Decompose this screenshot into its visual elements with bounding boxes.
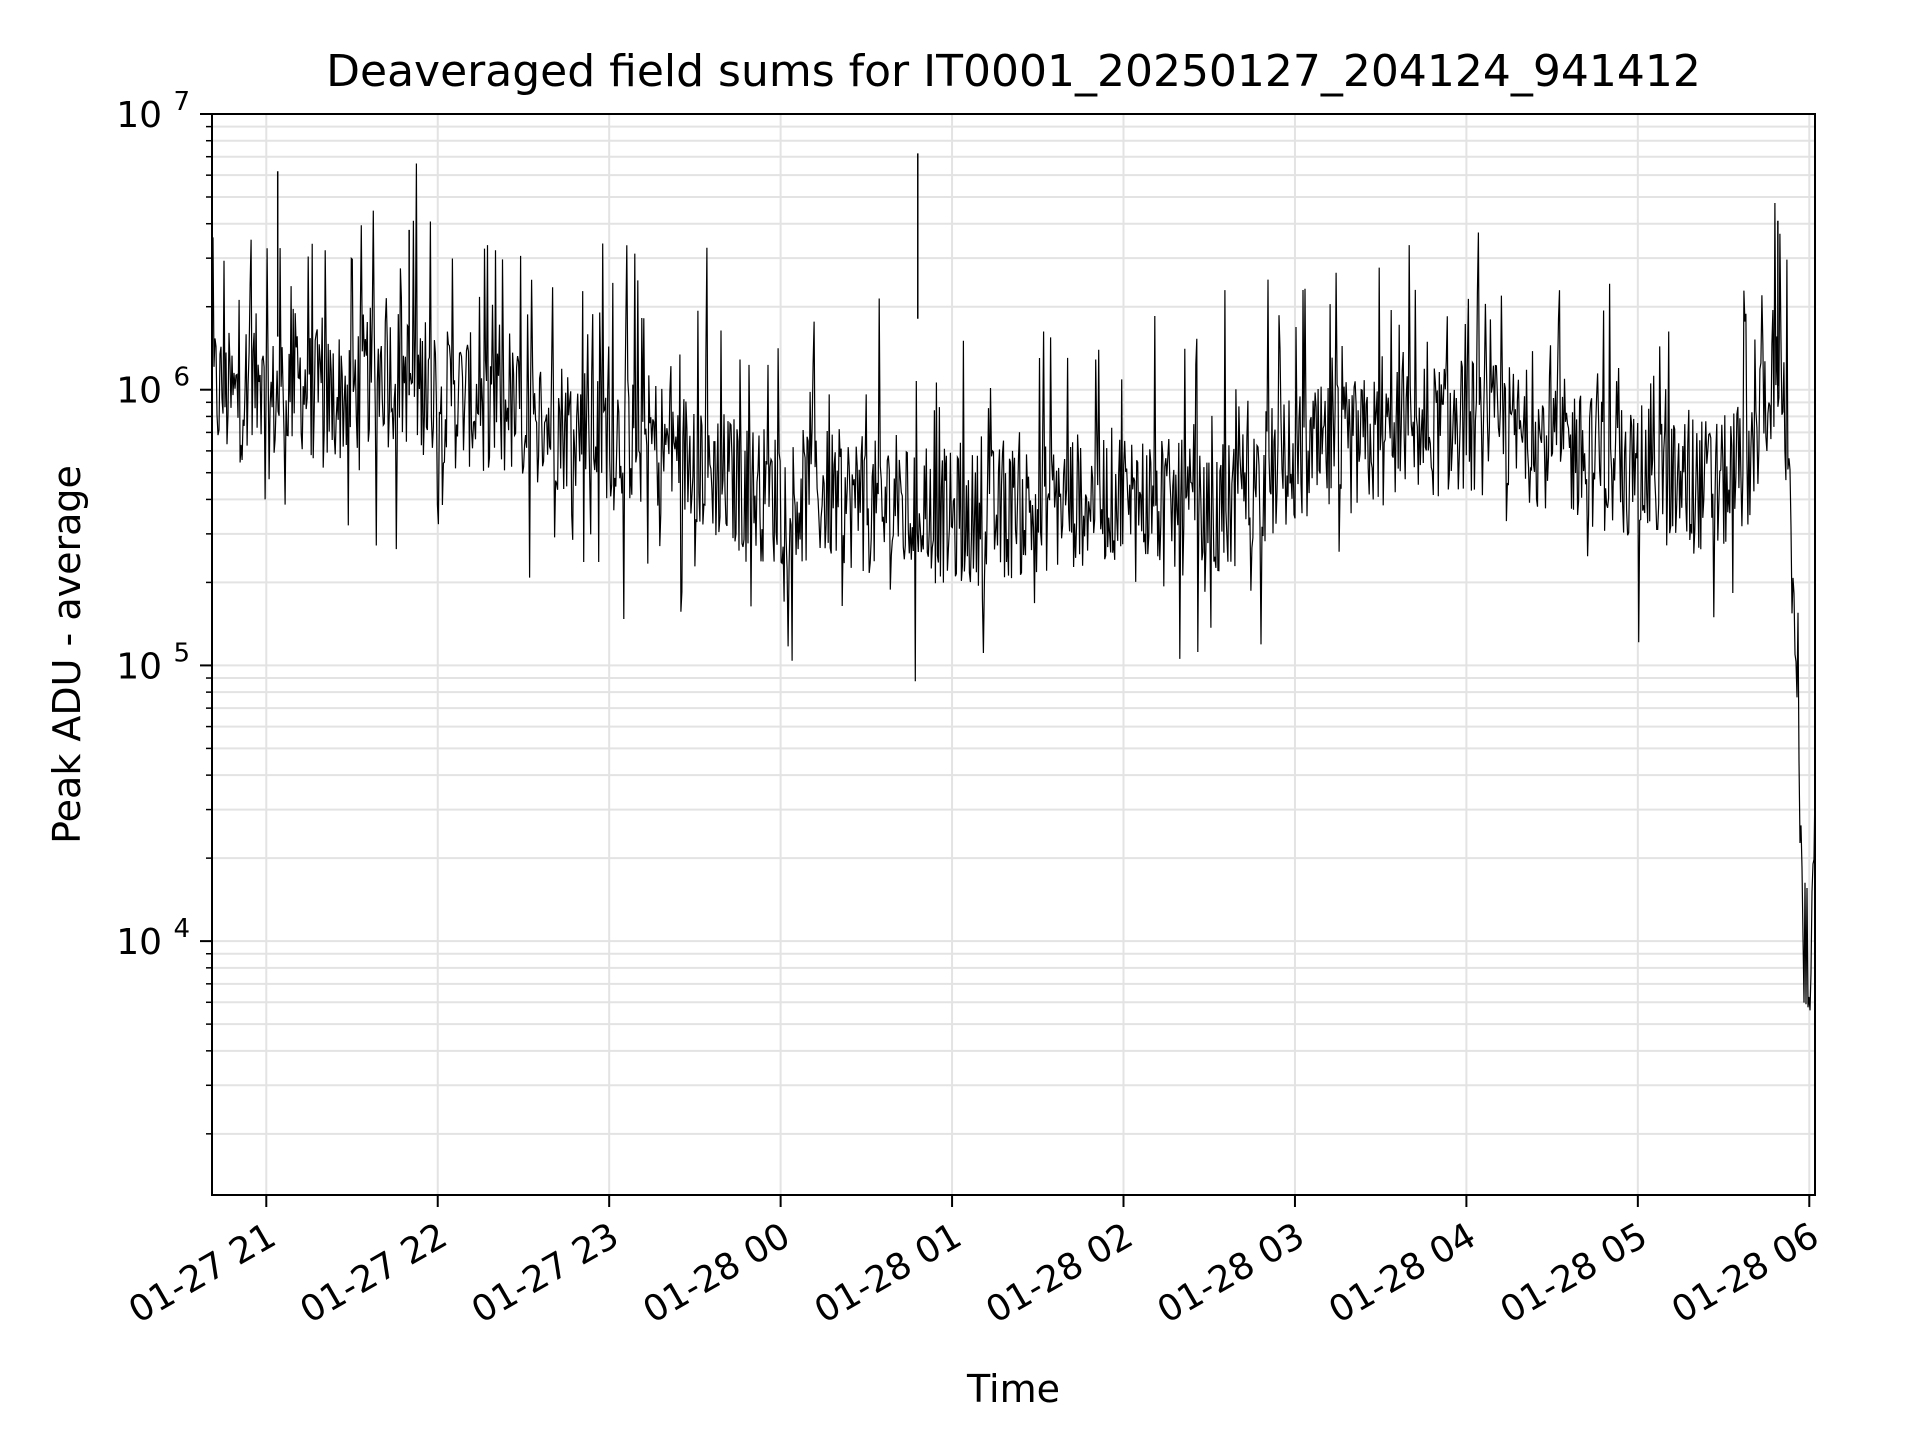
- x-tick-label: 01-27 22: [294, 1215, 455, 1331]
- chart-title: Deaveraged field sums for IT0001_2025012…: [326, 46, 1701, 97]
- y-tick-label: 10: [116, 95, 162, 136]
- y-tick-exponent: 4: [173, 914, 190, 944]
- y-tick-exponent: 7: [173, 87, 190, 117]
- x-tick-label: 01-27 21: [122, 1215, 283, 1331]
- x-tick-label: 01-28 01: [808, 1215, 969, 1331]
- x-axis-label: Time: [966, 1367, 1060, 1411]
- y-tick-exponent: 5: [173, 638, 190, 668]
- x-tick-label: 01-28 05: [1494, 1215, 1655, 1331]
- plot-frame: [211, 113, 1816, 1196]
- x-axis: 01-27 21 01-27 22 01-27 23 01-28 00 01-28 01…: [122, 1195, 1826, 1332]
- y-tick-label: 10: [116, 922, 162, 963]
- x-tick-label: 01-28 04: [1322, 1215, 1483, 1331]
- series-line: [211, 163, 1816, 1011]
- y-axis-label: Peak ADU - average: [45, 465, 89, 844]
- x-tick-label: 01-27 23: [465, 1215, 626, 1331]
- y-axis: 10 4 10 5 10 6 10 7: [116, 87, 212, 1135]
- y-tick-label: 10: [116, 371, 162, 412]
- x-tick-label: 01-28 06: [1665, 1215, 1826, 1331]
- x-tick-label: 01-28 02: [979, 1215, 1140, 1331]
- x-tick-label: 01-28 00: [636, 1215, 797, 1331]
- x-tick-label: 01-28 03: [1151, 1215, 1312, 1331]
- grid-lines: [212, 113, 1815, 1195]
- plot-series-group: [211, 153, 1816, 1011]
- y-tick-label: 10: [116, 646, 162, 687]
- y-tick-exponent: 6: [173, 363, 190, 393]
